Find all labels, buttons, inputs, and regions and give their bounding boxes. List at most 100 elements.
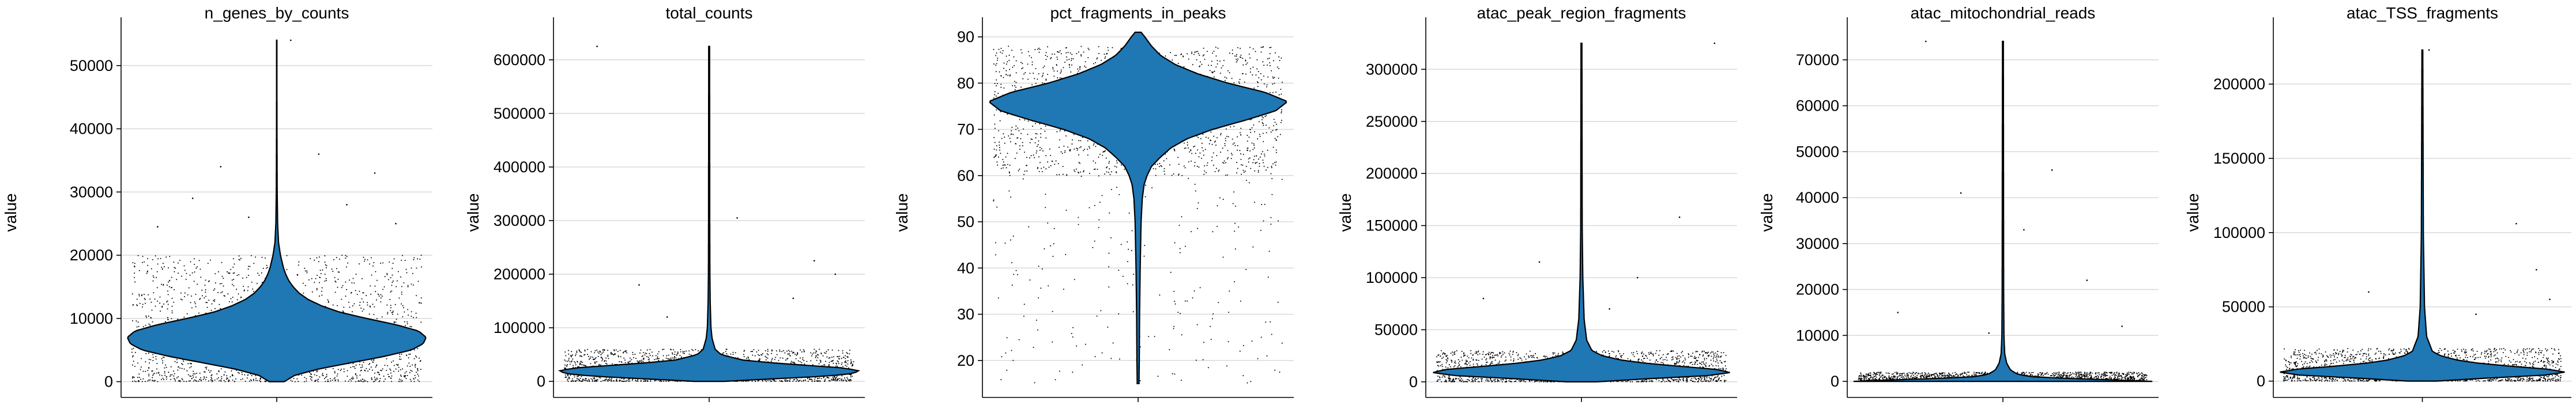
scatter-point <box>1087 140 1089 142</box>
scatter-point <box>632 354 634 355</box>
scatter-point <box>1060 151 1062 153</box>
scatter-point <box>319 282 321 283</box>
scatter-point <box>1050 58 1051 59</box>
scatter-point <box>375 380 376 381</box>
scatter-point <box>187 363 189 365</box>
scatter-point <box>1027 78 1029 80</box>
scatter-point <box>325 377 327 378</box>
scatter-point <box>1133 274 1135 275</box>
scatter-point <box>800 349 801 351</box>
scatter-point <box>1271 167 1272 168</box>
scatter-point <box>1163 160 1165 162</box>
scatter-point <box>994 142 996 143</box>
scatter-point <box>314 374 315 376</box>
scatter-point <box>845 358 846 359</box>
scatter-point <box>171 312 173 314</box>
scatter-point <box>1281 109 1283 111</box>
scatter-point <box>626 380 628 381</box>
scatter-point <box>993 114 995 116</box>
scatter-point <box>165 366 167 368</box>
scatter-point <box>649 353 650 354</box>
scatter-point <box>352 378 353 380</box>
scatter-point <box>134 366 135 367</box>
scatter-point <box>1002 165 1004 166</box>
scatter-point <box>417 369 419 370</box>
scatter-point <box>1060 71 1062 73</box>
scatter-point <box>1212 152 1214 154</box>
scatter-point <box>583 365 585 366</box>
scatter-point <box>1219 197 1221 199</box>
scatter-point <box>1003 133 1004 135</box>
scatter-point <box>1193 54 1195 55</box>
scatter-point <box>668 381 669 382</box>
scatter-point <box>581 376 582 377</box>
scatter-point <box>212 380 213 381</box>
scatter-point <box>1065 47 1067 48</box>
scatter-point <box>824 380 826 382</box>
scatter-point <box>393 360 394 362</box>
scatter-point <box>191 378 193 380</box>
scatter-point <box>392 312 394 313</box>
scatter-point <box>758 359 759 361</box>
scatter-point <box>578 349 580 351</box>
scatter-point <box>152 360 154 361</box>
scatter-point <box>247 374 249 376</box>
y-tick-label: 400000 <box>494 158 545 176</box>
scatter-point <box>1189 151 1191 153</box>
scatter-point <box>334 380 336 381</box>
scatter-point <box>1206 165 1208 166</box>
scatter-point <box>1093 169 1095 170</box>
outlier-point <box>736 217 738 219</box>
scatter-point <box>171 374 173 376</box>
scatter-point <box>1078 223 1079 225</box>
scatter-point <box>220 368 222 370</box>
scatter-point <box>799 380 801 381</box>
scatter-point <box>587 354 589 355</box>
scatter-point <box>1009 164 1011 166</box>
scatter-point <box>759 360 760 361</box>
scatter-point <box>600 364 601 366</box>
scatter-point <box>844 377 845 379</box>
scatter-point <box>1098 175 1099 177</box>
scatter-point <box>585 378 587 380</box>
scatter-point <box>1037 78 1038 80</box>
scatter-point <box>625 350 627 351</box>
scatter-point <box>578 376 579 377</box>
scatter-point <box>421 266 422 268</box>
scatter-point <box>1172 373 1173 374</box>
scatter-point <box>194 301 195 303</box>
scatter-point <box>318 261 319 263</box>
scatter-point <box>814 381 815 382</box>
scatter-point <box>672 352 673 354</box>
scatter-point <box>1040 287 1042 289</box>
scatter-point <box>1154 164 1156 165</box>
scatter-point <box>165 364 167 366</box>
scatter-point <box>317 370 318 372</box>
scatter-point <box>227 377 228 379</box>
scatter-point <box>148 373 150 375</box>
scatter-point <box>1008 171 1010 173</box>
scatter-point <box>631 380 633 381</box>
scatter-point <box>221 283 223 285</box>
scatter-point <box>586 380 588 381</box>
scatter-point <box>194 373 195 375</box>
scatter-point <box>1229 72 1230 74</box>
scatter-point <box>175 380 176 382</box>
scatter-point <box>1008 55 1010 56</box>
y-tick-label: 500000 <box>494 105 545 122</box>
scatter-point <box>1013 56 1015 58</box>
scatter-point <box>1211 60 1212 62</box>
scatter-point <box>767 354 769 355</box>
scatter-point <box>404 375 405 377</box>
scatter-point <box>232 258 234 260</box>
scatter-point <box>148 358 150 360</box>
scatter-point <box>1109 168 1110 170</box>
scatter-point <box>743 350 745 352</box>
scatter-point <box>355 373 356 374</box>
scatter-point <box>372 369 373 371</box>
scatter-point <box>332 271 334 272</box>
scatter-point <box>1035 319 1037 321</box>
scatter-point <box>600 381 602 382</box>
scatter-point <box>133 361 134 362</box>
scatter-point <box>1038 51 1040 53</box>
